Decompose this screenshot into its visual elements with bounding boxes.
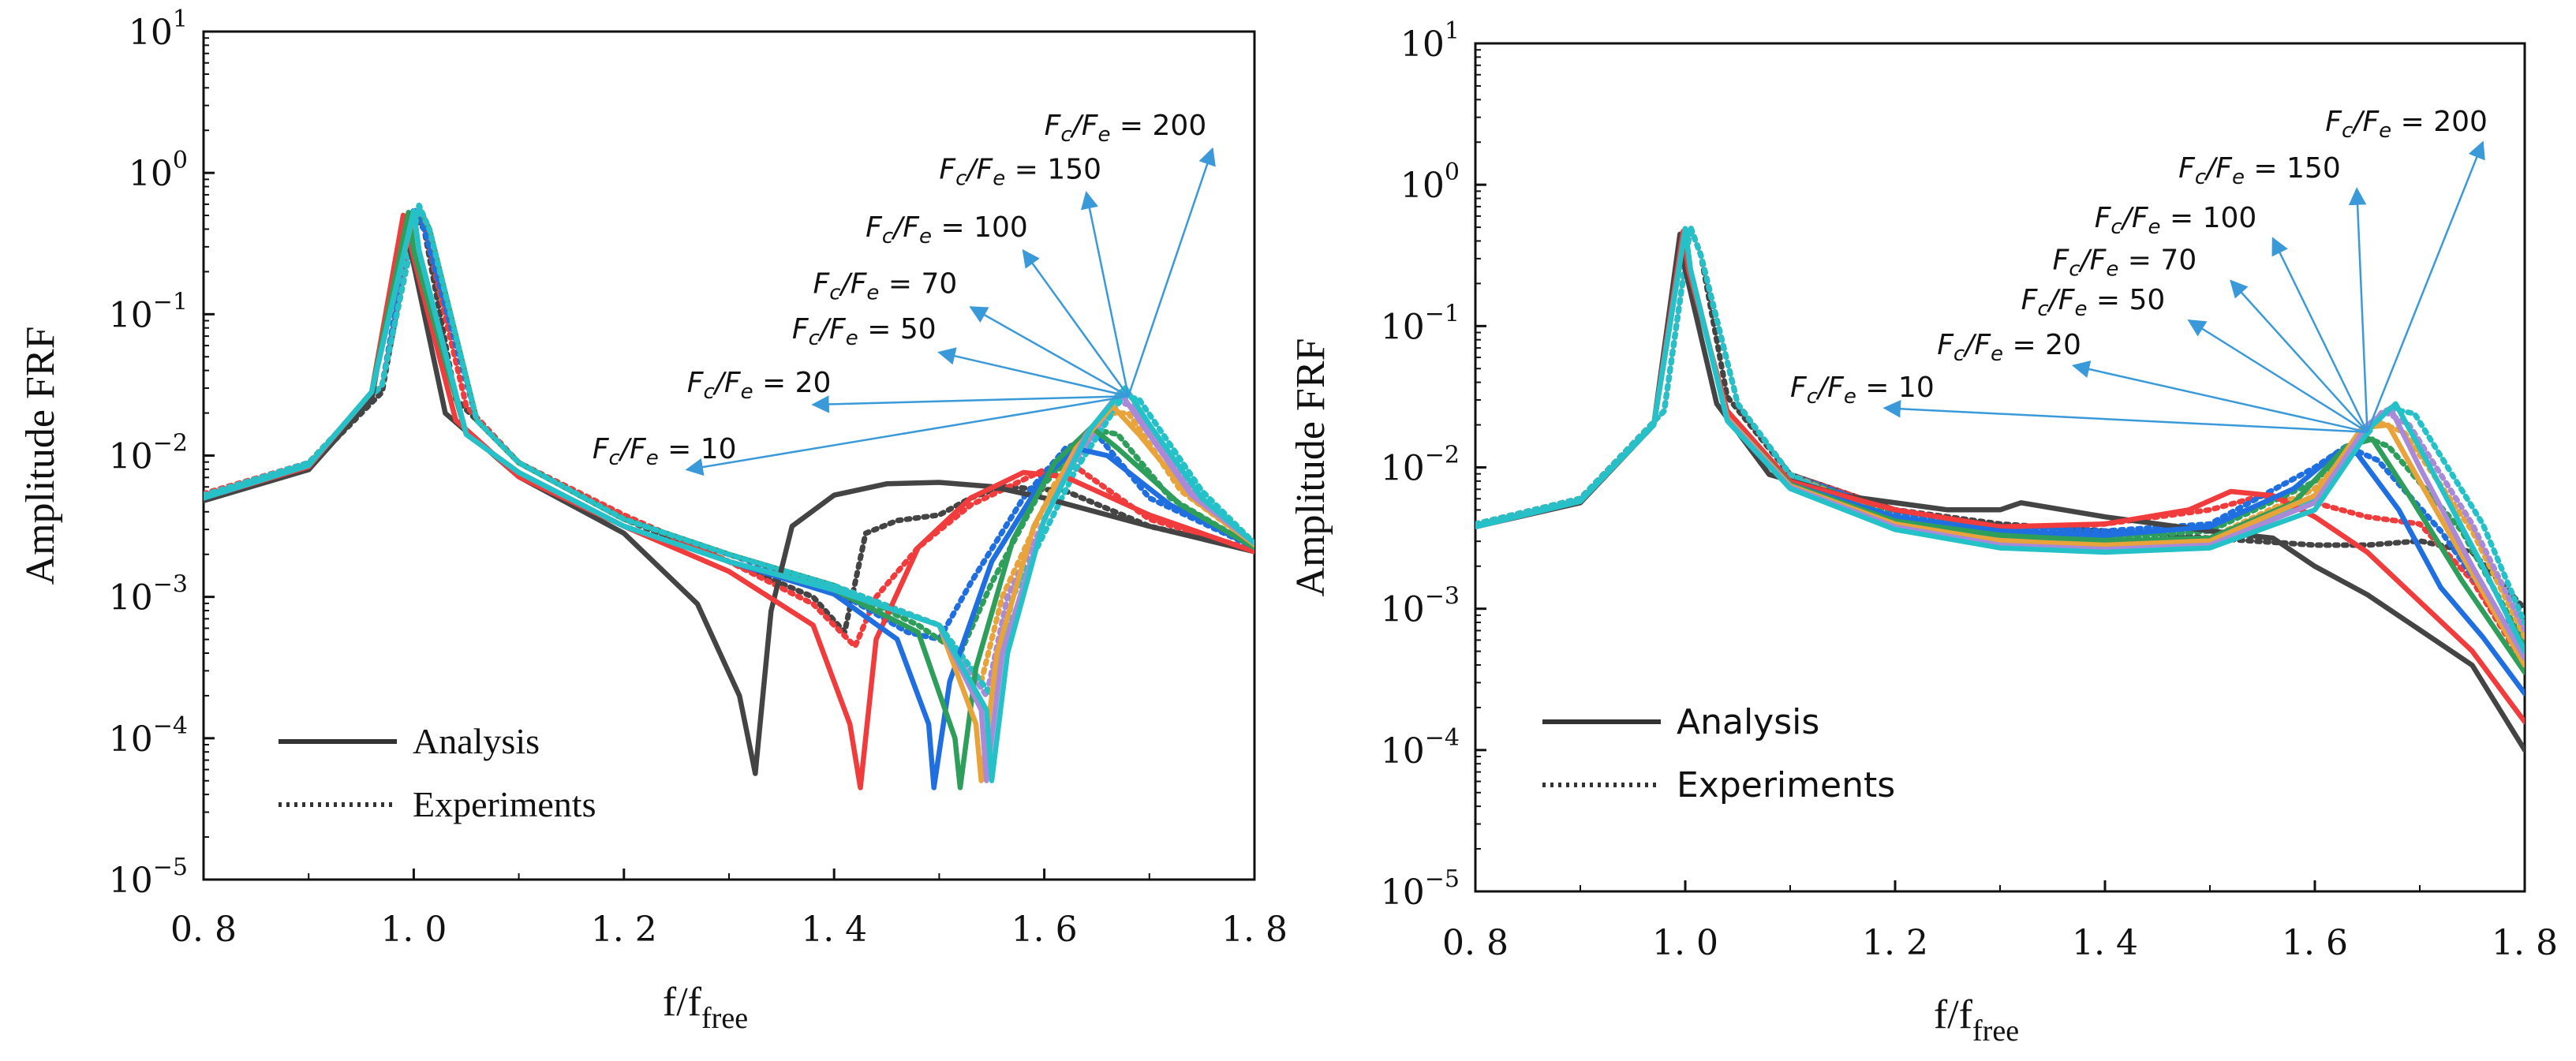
annotation-label: Fc/Fe = 70 — [2053, 245, 2197, 282]
annotation-arrow — [2230, 279, 2368, 433]
annotation-label: Fc/Fe = 150 — [2178, 152, 2341, 189]
x-tick-label: 1. 4 — [801, 910, 867, 950]
annotation-label: Fc/Fe = 200 — [1045, 110, 1207, 147]
annotation-arrow — [685, 395, 1129, 476]
y-tick-label: 10−4 — [109, 712, 188, 760]
y-tick-label: 10−1 — [1381, 300, 1460, 347]
analysis-line-ratio-10 — [1475, 231, 2525, 753]
analysis-line-ratio-20 — [204, 212, 1254, 790]
y-tick-label: 10−3 — [109, 571, 188, 618]
analysis-line-ratio-70 — [1475, 227, 2525, 675]
legend-label: Analysis — [1677, 702, 1819, 742]
y-axis-label: Amplitude FRF — [18, 327, 63, 585]
legend-label: Analysis — [413, 721, 540, 761]
annotation-arrow — [2348, 187, 2368, 432]
annotation-label: Fc/Fe = 70 — [813, 267, 958, 304]
annotation-arrow — [969, 306, 1129, 398]
x-tick-label: 1. 6 — [2282, 923, 2348, 963]
annotation-arrow — [1080, 191, 1130, 397]
y-tick-label: 101 — [1400, 17, 1460, 65]
x-tick-label: 1. 0 — [380, 910, 447, 950]
annotation-arrow — [2071, 360, 2368, 433]
y-axis-label: Amplitude FRF — [1288, 338, 1333, 597]
annotation-label: Fc/Fe = 100 — [2095, 202, 2257, 239]
annotation-label: Fc/Fe = 50 — [2021, 284, 2166, 321]
y-tick-label: 10−3 — [1381, 583, 1460, 630]
legend-label: Experiments — [1677, 765, 1895, 805]
x-tick-label: 0. 8 — [1442, 923, 1509, 963]
annotation-arrow — [1127, 147, 1216, 397]
annotation-arrow — [2366, 140, 2485, 433]
analysis-line-ratio-70 — [204, 210, 1254, 790]
analysis-line-ratio-200 — [1475, 226, 2525, 654]
right-chart-panel: 0. 8 1. 0 1. 2 1. 4 1. 6 1. 8 101 100 10−1 10−2 10… — [1288, 17, 2558, 1048]
analysis-line-ratio-10 — [204, 219, 1254, 776]
left-chart-panel: 0. 8 1. 0 1. 2 1. 4 1. 6 1. 8 101 100 10−1 10−2 10… — [18, 6, 1288, 1035]
annotation-arrow — [811, 395, 1129, 413]
series-group — [1475, 224, 2525, 753]
y-tick-label: 101 — [129, 6, 188, 53]
annotation-label: Fc/Fe = 100 — [866, 211, 1028, 248]
x-axis-label: f/ffree — [1934, 992, 2019, 1048]
y-tick-label: 100 — [129, 147, 188, 194]
annotation-arrow — [2187, 319, 2368, 433]
y-tick-label: 10−2 — [1381, 442, 1460, 489]
annotation-label: Fc/Fe = 10 — [593, 433, 737, 470]
annotation-label: Fc/Fe = 20 — [687, 367, 832, 404]
x-axis-label: f/ffree — [663, 980, 748, 1035]
x-tick-label: 1. 8 — [2492, 923, 2558, 963]
x-tick-label: 0. 8 — [170, 910, 237, 950]
y-tick-label: 10−1 — [109, 288, 188, 335]
annotation-label: Fc/Fe = 200 — [2325, 106, 2488, 143]
y-tick-label: 10−5 — [109, 854, 188, 901]
analysis-line-ratio-20 — [1475, 229, 2525, 725]
legend-label: Experiments — [413, 784, 596, 824]
y-tick-label: 10−2 — [109, 430, 188, 477]
x-tick-label: 1. 4 — [2072, 923, 2138, 963]
x-tick-label: 1. 2 — [591, 910, 657, 950]
x-tick-label: 1. 8 — [1221, 910, 1288, 950]
annotation-arrow — [1022, 248, 1130, 397]
x-tick-label: 1. 6 — [1011, 910, 1078, 950]
y-tick-label: 100 — [1400, 159, 1460, 206]
annotation-label: Fc/Fe = 150 — [939, 153, 1101, 190]
x-tick-label: 1. 0 — [1652, 923, 1718, 963]
analysis-line-ratio-150 — [204, 208, 1254, 783]
annotation-arrow — [1882, 400, 2368, 433]
series-group — [204, 202, 1254, 790]
x-tick-label: 1. 2 — [1862, 923, 1928, 963]
annotation-label: Fc/Fe = 20 — [1937, 329, 2081, 366]
annotation-label: Fc/Fe = 10 — [1790, 372, 1935, 409]
analysis-line-ratio-50 — [1475, 227, 2525, 697]
annotation-label: Fc/Fe = 50 — [792, 313, 937, 350]
analysis-line-ratio-100 — [204, 210, 1254, 783]
analysis-line-ratio-200 — [204, 208, 1254, 783]
y-tick-label: 10−4 — [1381, 724, 1460, 771]
annotation-arrow — [937, 347, 1129, 398]
y-tick-label: 10−5 — [1381, 865, 1460, 913]
annotation-arrow — [2271, 237, 2368, 433]
